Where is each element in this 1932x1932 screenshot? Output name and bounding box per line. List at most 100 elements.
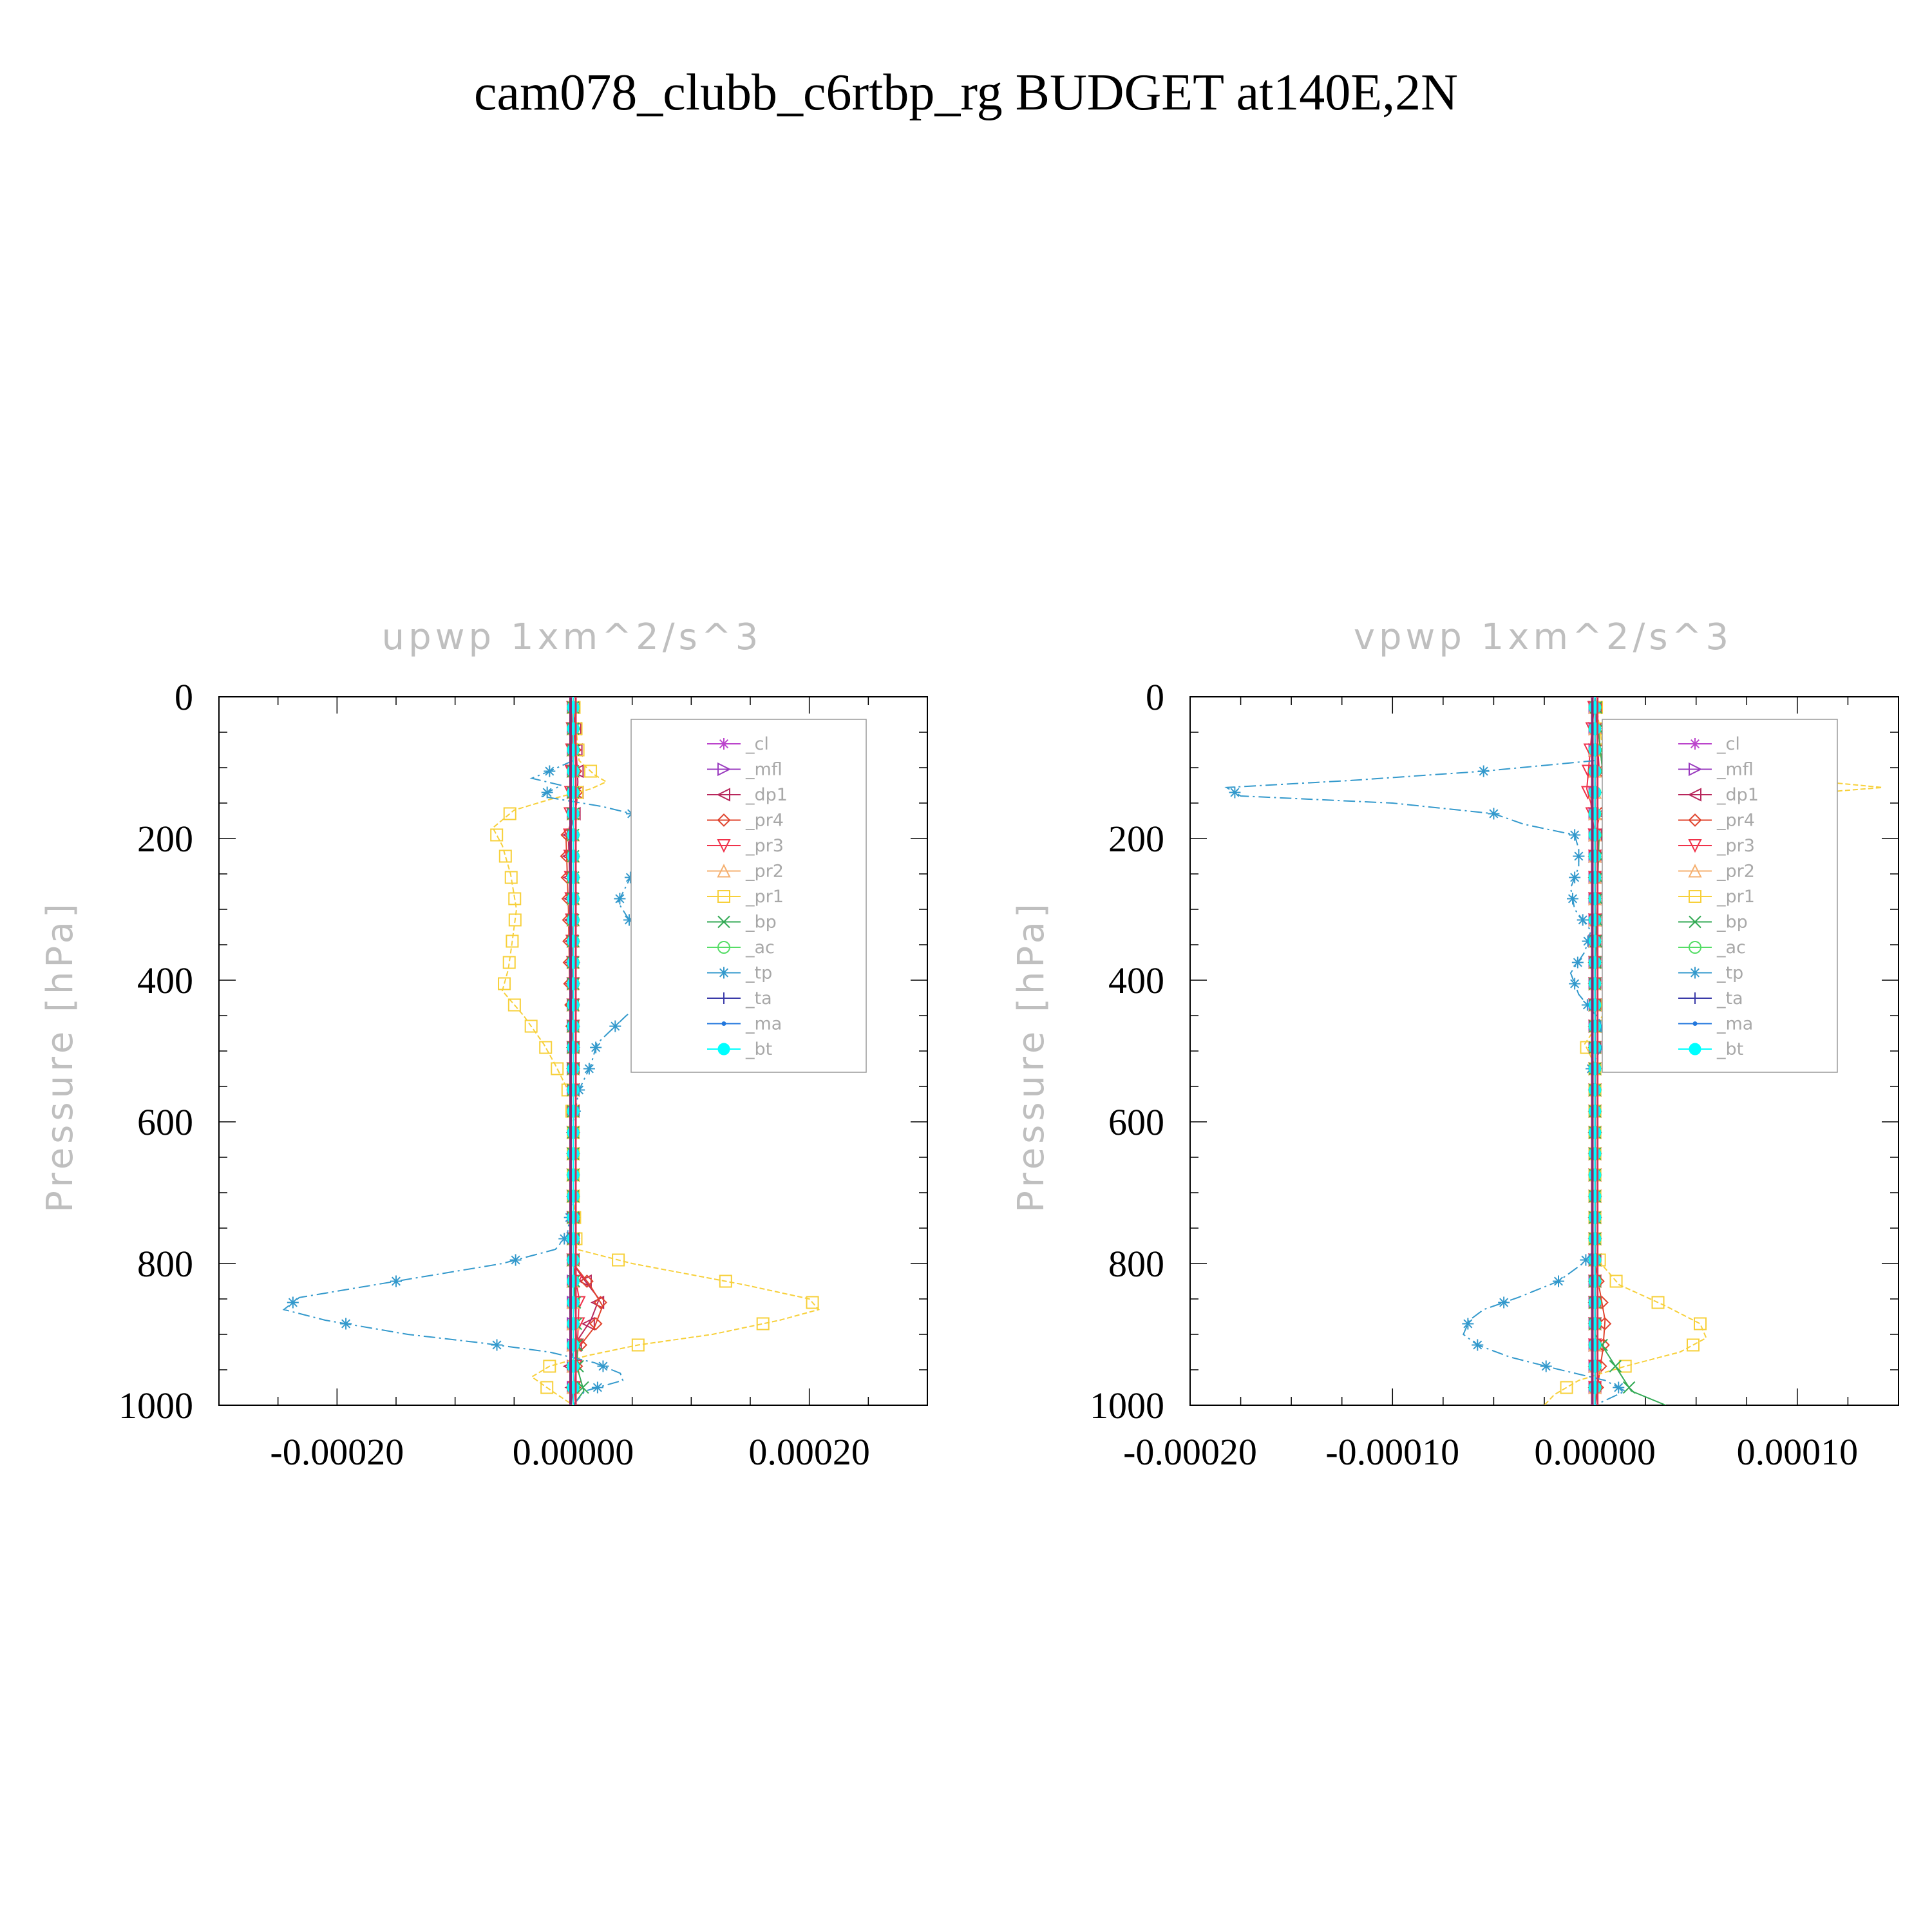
legend-label: _dp1 — [745, 785, 788, 805]
series-tp — [282, 697, 675, 1405]
data-point — [1589, 1360, 1602, 1372]
data-point — [567, 1020, 580, 1032]
data-point — [756, 1317, 770, 1331]
legend-label: _bp — [745, 913, 777, 933]
data-point — [567, 1296, 580, 1309]
x-tick-label: 0.00000 — [1534, 1431, 1656, 1473]
data-point — [1498, 1296, 1510, 1309]
legend-marker — [1692, 1021, 1698, 1026]
data-point — [631, 1338, 645, 1352]
data-point — [1569, 871, 1581, 884]
legend-box — [630, 719, 867, 1073]
legend-item-pr4: _pr4 — [707, 811, 784, 831]
legend-item-pr4: _pr4 — [1678, 811, 1755, 831]
legend-item-bp: _bp — [707, 913, 777, 933]
legend-item-pr3: _pr3 — [1678, 836, 1755, 856]
data-point — [1618, 1359, 1632, 1373]
data-point — [1569, 829, 1581, 841]
data-point — [1687, 1338, 1700, 1352]
legend: _cl _mfl _dp1 _pr4 _pr3 _pr2 _pr1 _bp _ac _tp _ta _… — [630, 719, 867, 1073]
data-point — [567, 1318, 580, 1330]
y-axis-label-vpwp: Pressure [hPa] — [1010, 900, 1052, 1213]
data-point — [1622, 1381, 1636, 1394]
data-point — [590, 1041, 602, 1054]
data-point — [580, 1274, 594, 1288]
data-point — [567, 786, 580, 799]
data-point — [597, 1360, 609, 1372]
data-point — [567, 1041, 580, 1054]
legend-item-ac: _ac — [707, 938, 775, 958]
legend-item-pr1: _pr1 — [707, 887, 784, 907]
legend-marker — [721, 1021, 726, 1026]
legend-item-dp1: _dp1 — [707, 785, 788, 805]
data-point — [1540, 1360, 1552, 1372]
legend-label: _mfl — [745, 760, 782, 780]
legend-marker — [1689, 992, 1701, 1004]
legend-label: _tp — [745, 963, 772, 983]
data-point — [1589, 808, 1602, 820]
data-point — [503, 807, 516, 820]
data-point — [806, 1296, 819, 1309]
data-point — [498, 977, 511, 990]
legend-item-mfl: _mfl — [707, 760, 782, 780]
data-point — [567, 935, 580, 947]
data-point — [504, 871, 518, 884]
legend-marker — [717, 941, 730, 954]
data-point — [567, 701, 580, 714]
data-point — [1589, 1148, 1602, 1160]
legend-label: _mfl — [1716, 760, 1754, 780]
data-point — [576, 1381, 589, 1394]
panel-vpwp: vpwp 1xm^2/s^3 Pressure [hPa] 0 200 400 600… — [1010, 616, 1899, 1473]
data-point — [1589, 1105, 1602, 1117]
data-point — [567, 871, 580, 884]
legend-label: _pr4 — [1716, 811, 1755, 831]
x-tick-label: 0.00020 — [748, 1431, 870, 1473]
data-point — [567, 1254, 580, 1266]
legend-marker — [717, 890, 730, 903]
data-point — [498, 849, 512, 863]
y-tick-label: 600 — [1108, 1101, 1164, 1143]
data-point — [340, 1318, 352, 1330]
data-point — [567, 1126, 580, 1139]
data-point — [1589, 1339, 1602, 1351]
y-tick-label: 800 — [1108, 1243, 1164, 1285]
legend-item-bt: _bt — [1678, 1039, 1743, 1059]
legend-item-ma: _ma — [707, 1014, 782, 1034]
data-point — [567, 1190, 580, 1202]
data-point — [1589, 1211, 1602, 1224]
data-point — [567, 1381, 580, 1394]
series-line — [282, 697, 675, 1405]
data-point — [1589, 935, 1602, 947]
legend-marker — [717, 762, 732, 777]
legend-marker — [1689, 915, 1701, 929]
data-point — [543, 1359, 556, 1373]
data-point — [1589, 1063, 1602, 1075]
data-point — [1567, 893, 1578, 905]
data-point — [1609, 1274, 1623, 1288]
legend: _cl _mfl _dp1 _pr4 _pr3 _pr2 _pr1 _bp _ac _tp _ta _… — [1602, 719, 1838, 1073]
legend-label: _dp1 — [1716, 785, 1759, 805]
legend-label: _pr4 — [745, 811, 784, 831]
legend-label: _pr3 — [745, 836, 784, 856]
data-point — [1589, 1126, 1602, 1139]
data-point — [567, 893, 580, 905]
legend-marker — [1689, 941, 1701, 954]
data-point — [1589, 829, 1602, 841]
data-point — [1589, 1381, 1602, 1394]
panel-upwp: upwp 1xm^2/s^3 Pressure [hPa] 0 200 400 600… — [39, 616, 928, 1473]
data-point — [508, 892, 522, 905]
legend-marker — [1689, 1043, 1701, 1056]
legend-item-pr3: _pr3 — [707, 836, 784, 856]
x-tick-label: -0.00020 — [270, 1431, 404, 1473]
data-point — [1488, 808, 1500, 820]
data-point — [509, 1254, 522, 1266]
legend-label: _ta — [1716, 989, 1743, 1009]
legend-label: _ma — [745, 1014, 782, 1034]
legend-label: _bp — [1716, 913, 1748, 933]
legend-item-ta: _ta — [1678, 989, 1743, 1009]
y-tick-label: 1000 — [1090, 1385, 1164, 1426]
data-point — [591, 1381, 603, 1394]
data-point — [567, 1339, 580, 1351]
data-point — [1589, 956, 1602, 969]
y-tick-label: 0 — [1146, 676, 1164, 718]
